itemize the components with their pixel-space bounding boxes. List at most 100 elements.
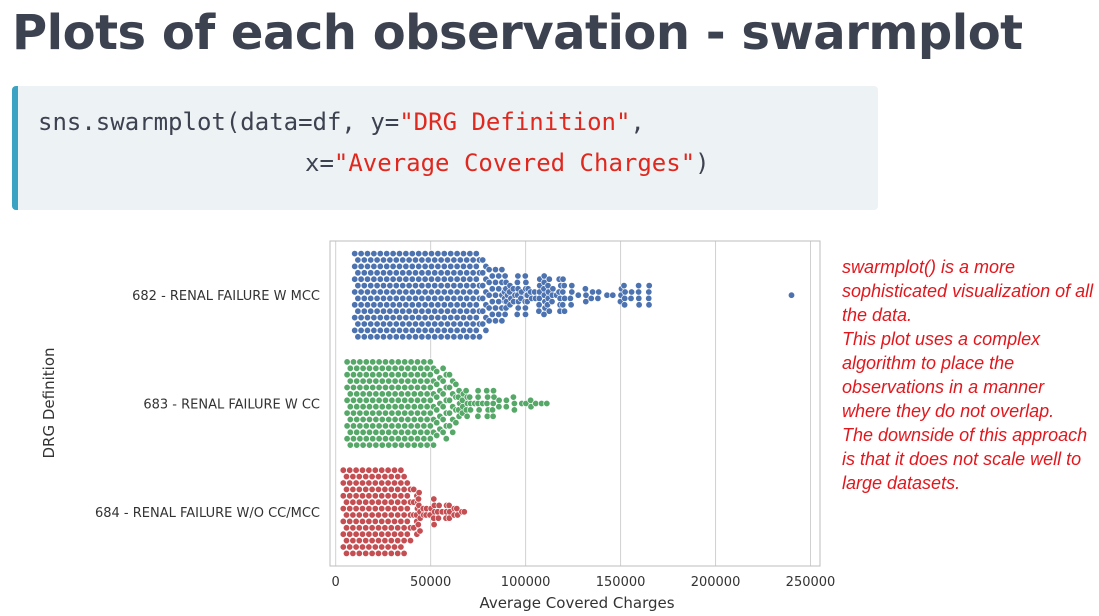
swarm-point xyxy=(378,479,386,487)
swarm-point xyxy=(435,501,443,509)
swarm-point xyxy=(363,275,371,283)
swarm-point xyxy=(360,320,368,328)
swarm-point xyxy=(445,409,453,417)
swarm-point xyxy=(411,282,419,290)
swarm-point xyxy=(342,549,350,557)
swarm-point xyxy=(369,435,377,443)
swarm-point xyxy=(431,294,439,302)
swarm-point xyxy=(437,282,445,290)
swarm-point xyxy=(466,275,474,283)
swarm-point xyxy=(357,314,365,322)
swarm-point xyxy=(367,333,375,341)
swarm-point xyxy=(394,498,402,506)
swarm-point xyxy=(495,310,503,318)
swarm-point xyxy=(404,390,412,398)
swarm-point xyxy=(349,422,357,430)
swarm-point xyxy=(431,333,439,341)
swarm-point xyxy=(379,320,387,328)
swarm-point xyxy=(621,301,629,309)
swarm-point xyxy=(387,511,395,519)
swarm-point xyxy=(439,416,447,424)
swarm-point xyxy=(416,527,424,535)
swarm-point xyxy=(402,314,410,322)
swarm-point xyxy=(559,301,567,309)
swarm-point xyxy=(407,409,415,417)
swarm-point xyxy=(401,371,409,379)
swarm-point xyxy=(433,368,441,376)
swarm-point xyxy=(479,294,487,302)
swarm-point xyxy=(358,530,366,538)
swarm-point xyxy=(434,314,442,322)
swarm-point xyxy=(510,400,518,408)
swarm-point xyxy=(399,333,407,341)
swarm-point xyxy=(360,307,368,315)
swarm-point xyxy=(443,307,451,315)
swarm-point xyxy=(397,492,405,500)
swarm-point xyxy=(386,320,394,328)
swarm-point xyxy=(357,275,365,283)
swarm-point xyxy=(365,530,373,538)
swarm-point xyxy=(349,549,357,557)
swarm-point xyxy=(417,403,425,411)
swarm-point xyxy=(363,288,371,296)
swarm-point xyxy=(407,371,415,379)
swarm-point xyxy=(363,250,371,258)
swarm-point xyxy=(389,301,397,309)
swarm-point xyxy=(374,549,382,557)
swarm-point xyxy=(394,511,402,519)
swarm-point xyxy=(417,428,425,436)
swarm-point xyxy=(408,314,416,322)
swarm-point xyxy=(402,301,410,309)
swarm-point xyxy=(502,396,510,404)
swarm-point xyxy=(440,288,448,296)
swarm-point xyxy=(381,498,389,506)
swarm-point xyxy=(420,422,428,430)
swarm-point xyxy=(495,396,503,404)
swarm-point xyxy=(349,537,357,545)
swarm-point xyxy=(410,390,418,398)
swarm-point xyxy=(363,314,371,322)
swarm-point xyxy=(463,320,471,328)
swarm-point xyxy=(479,269,487,277)
swarm-point xyxy=(469,282,477,290)
swarm-point xyxy=(447,275,455,283)
swarm-point xyxy=(362,498,370,506)
swarm-point xyxy=(495,285,503,293)
swarm-point xyxy=(381,537,389,545)
swarm-point xyxy=(423,416,431,424)
swarm-point xyxy=(374,485,382,493)
swarm-point xyxy=(424,282,432,290)
swarm-point xyxy=(462,387,470,395)
swarm-point xyxy=(408,262,416,270)
swarm-point xyxy=(489,400,497,408)
swarm-point xyxy=(437,307,445,315)
swarm-point xyxy=(414,521,422,529)
swarm-point xyxy=(342,473,350,481)
swarm-point xyxy=(411,333,419,341)
swarm-point xyxy=(367,307,375,315)
swarm-point xyxy=(346,441,354,449)
swarm-point xyxy=(395,288,403,296)
swarm-point xyxy=(440,275,448,283)
swarm-point xyxy=(370,250,378,258)
swarm-point xyxy=(437,294,445,302)
swarm-point xyxy=(603,291,611,299)
swarm-point xyxy=(424,320,432,328)
swarm-point xyxy=(381,511,389,519)
swarm-point xyxy=(568,288,576,296)
swarm-point xyxy=(346,505,354,513)
swarm-point xyxy=(466,301,474,309)
swarm-point xyxy=(485,266,493,274)
swarm-point xyxy=(450,294,458,302)
swarm-point xyxy=(362,485,370,493)
swarm-point xyxy=(423,403,431,411)
swarm-point xyxy=(609,291,617,299)
code-arg-x: x= xyxy=(305,149,334,177)
swarm-point xyxy=(368,485,376,493)
swarm-point xyxy=(400,537,408,545)
swarm-point xyxy=(645,282,653,290)
swarm-point xyxy=(459,262,467,270)
swarm-point xyxy=(434,250,442,258)
swarm-point xyxy=(437,333,445,341)
swarm-point xyxy=(431,269,439,277)
